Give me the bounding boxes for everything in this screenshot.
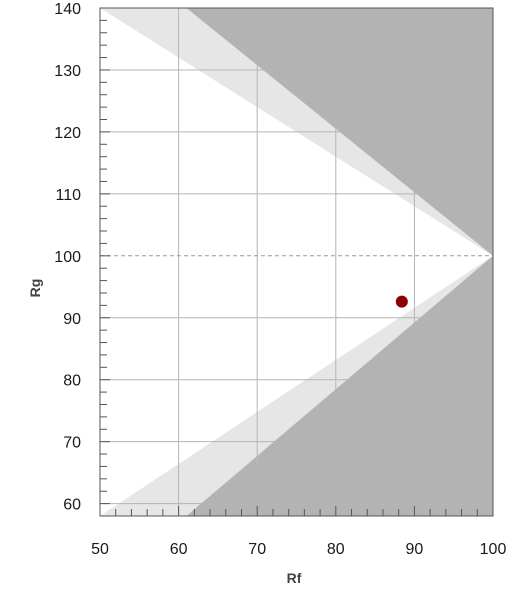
x-tick-label: 80 [327,541,345,558]
x-axis-label: Rf [287,570,302,586]
y-tick-label: 70 [63,435,81,452]
y-tick-label: 110 [55,187,81,204]
y-tick-label: 80 [63,373,81,390]
lower-dark-region [186,255,493,516]
y-tick-label: 90 [63,311,81,328]
x-tick-label: 100 [480,541,507,558]
axes: 50 60 70 80 90 100 60 70 80 90 100 110 120 130 140 [54,1,506,558]
y-tick-label: 130 [54,63,81,80]
y-axis-label: Rg [27,279,43,298]
data-point [395,295,408,308]
x-tick-label: 90 [406,541,424,558]
x-tick-label: 50 [91,541,109,558]
y-tick-label: 120 [54,125,81,142]
plot-area [100,8,493,516]
y-tick-label: 140 [54,1,81,18]
x-tick-label: 60 [170,541,188,558]
plot-frame [99,7,494,517]
y-tick-label: 100 [54,249,81,266]
y-tick-label: 60 [63,497,81,514]
x-tick-label: 70 [248,541,266,558]
